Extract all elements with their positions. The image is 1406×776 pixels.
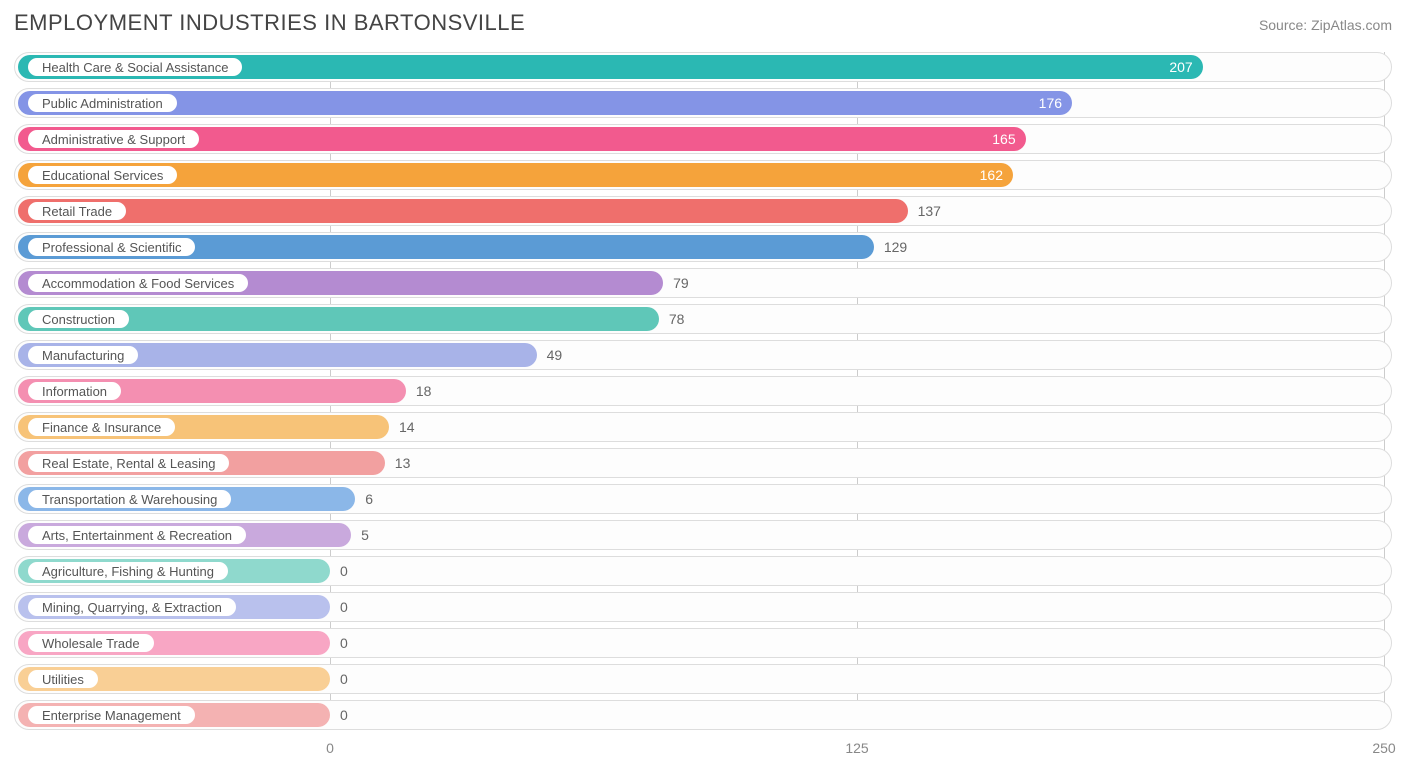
bar-value: 78 — [669, 304, 685, 334]
axis-tick: 0 — [326, 740, 334, 756]
bar-label-badge: Educational Services — [26, 164, 179, 186]
chart-title: EMPLOYMENT INDUSTRIES IN BARTONSVILLE — [14, 10, 525, 36]
bar-label-badge: Accommodation & Food Services — [26, 272, 250, 294]
bar-label-badge: Health Care & Social Assistance — [26, 56, 244, 78]
bar-value: 18 — [416, 376, 432, 406]
bar-row: Retail Trade 137 — [14, 196, 1392, 226]
bar-label-badge: Transportation & Warehousing — [26, 488, 233, 510]
bar-row: Finance & Insurance 14 — [14, 412, 1392, 442]
bar-label-badge: Real Estate, Rental & Leasing — [26, 452, 231, 474]
bar-label-badge: Agriculture, Fishing & Hunting — [26, 560, 230, 582]
bar-label-badge: Wholesale Trade — [26, 632, 156, 654]
bar-value: 5 — [361, 520, 369, 550]
bar-value: 79 — [673, 268, 689, 298]
bar-row: Administrative & Support 165 — [14, 124, 1392, 154]
bar-label-badge: Professional & Scientific — [26, 236, 197, 258]
bar-fill — [18, 199, 908, 223]
axis-tick: 250 — [1372, 740, 1395, 756]
bar-value: 137 — [918, 196, 941, 226]
bar-label-badge: Arts, Entertainment & Recreation — [26, 524, 248, 546]
bar-row: Educational Services 162 — [14, 160, 1392, 190]
bar-value: 207 — [1169, 52, 1192, 82]
bar-row: Manufacturing 49 — [14, 340, 1392, 370]
bar-row: Construction 78 — [14, 304, 1392, 334]
bar-value: 49 — [547, 340, 563, 370]
bar-value: 165 — [992, 124, 1015, 154]
bar-row: Enterprise Management 0 — [14, 700, 1392, 730]
bar-value: 13 — [395, 448, 411, 478]
bar-row: Mining, Quarrying, & Extraction 0 — [14, 592, 1392, 622]
chart-source: Source: ZipAtlas.com — [1259, 17, 1392, 33]
bar-value: 14 — [399, 412, 415, 442]
bar-label-badge: Administrative & Support — [26, 128, 201, 150]
bar-value: 0 — [340, 556, 348, 586]
bar-row: Health Care & Social Assistance 207 — [14, 52, 1392, 82]
bar-row: Accommodation & Food Services 79 — [14, 268, 1392, 298]
axis-tick: 125 — [845, 740, 868, 756]
bar-list: Health Care & Social Assistance 207 Public… — [14, 52, 1392, 730]
bar-label-badge: Mining, Quarrying, & Extraction — [26, 596, 238, 618]
bar-row: Information 18 — [14, 376, 1392, 406]
bar-row: Arts, Entertainment & Recreation 5 — [14, 520, 1392, 550]
bar-value: 0 — [340, 628, 348, 658]
bar-value: 0 — [340, 592, 348, 622]
bar-label-badge: Enterprise Management — [26, 704, 197, 726]
bar-value: 0 — [340, 664, 348, 694]
bar-row: Professional & Scientific 129 — [14, 232, 1392, 262]
bar-row: Transportation & Warehousing 6 — [14, 484, 1392, 514]
bar-value: 0 — [340, 700, 348, 730]
bar-label-badge: Construction — [26, 308, 131, 330]
x-axis: 0 125 250 — [14, 736, 1392, 762]
bar-row: Public Administration 176 — [14, 88, 1392, 118]
bar-label-badge: Information — [26, 380, 123, 402]
bar-value: 129 — [884, 232, 907, 262]
bar-label-badge: Public Administration — [26, 92, 179, 114]
bar-label-badge: Manufacturing — [26, 344, 140, 366]
bar-row: Agriculture, Fishing & Hunting 0 — [14, 556, 1392, 586]
chart-area: Health Care & Social Assistance 207 Public… — [14, 52, 1392, 752]
bar-label-badge: Finance & Insurance — [26, 416, 177, 438]
bar-label-badge: Retail Trade — [26, 200, 128, 222]
bar-value: 6 — [365, 484, 373, 514]
bar-row: Real Estate, Rental & Leasing 13 — [14, 448, 1392, 478]
bar-row: Wholesale Trade 0 — [14, 628, 1392, 658]
bar-value: 176 — [1039, 88, 1062, 118]
chart-header: EMPLOYMENT INDUSTRIES IN BARTONSVILLE So… — [14, 10, 1392, 36]
bar-row: Utilities 0 — [14, 664, 1392, 694]
bar-label-badge: Utilities — [26, 668, 100, 690]
bar-value: 162 — [980, 160, 1003, 190]
